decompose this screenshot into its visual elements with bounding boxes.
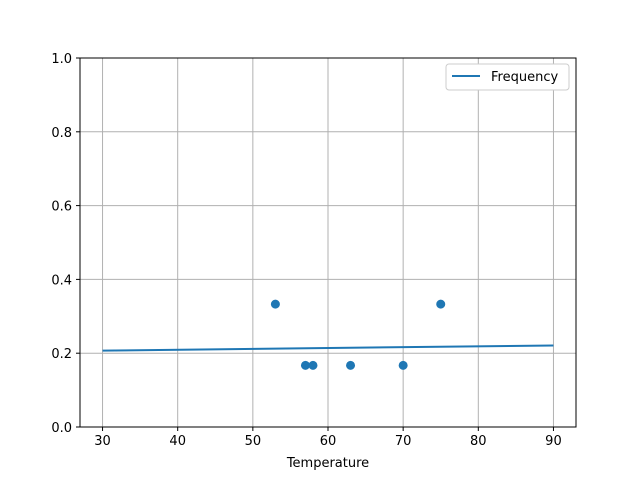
scatter-point xyxy=(308,360,318,370)
scatter-point xyxy=(300,360,310,370)
legend-label: Frequency xyxy=(491,70,558,85)
y-tick-label: 0.2 xyxy=(51,347,72,362)
y-tick-label: 1.0 xyxy=(51,52,72,67)
frequency-line xyxy=(102,344,554,352)
x-tick-label: 60 xyxy=(320,434,337,449)
x-tick-label: 30 xyxy=(94,434,111,449)
scatter-point xyxy=(346,360,356,370)
grid xyxy=(80,57,576,428)
y-tick-label: 0.6 xyxy=(51,200,72,215)
scatter-point xyxy=(270,299,280,309)
legend-box xyxy=(445,63,570,91)
legend: Frequency xyxy=(445,63,570,91)
scatter-point xyxy=(398,360,408,370)
x-axis-label: Temperature xyxy=(286,456,369,471)
ticks: 30 40 50 60 70 80 90 0.0 0.2 0.4 0.6 0.8 1.0 xyxy=(51,52,561,449)
x-tick-label: 80 xyxy=(470,434,487,449)
marks xyxy=(102,299,554,370)
scatter-point xyxy=(436,299,446,309)
x-tick-label: 40 xyxy=(169,434,186,449)
y-tick-label: 0.8 xyxy=(51,126,72,141)
y-tick-label: 0.4 xyxy=(51,273,72,288)
x-tick-label: 50 xyxy=(245,434,262,449)
y-tick-label: 0.0 xyxy=(51,421,72,436)
x-tick-label: 90 xyxy=(545,434,562,449)
x-tick-label: 70 xyxy=(395,434,412,449)
